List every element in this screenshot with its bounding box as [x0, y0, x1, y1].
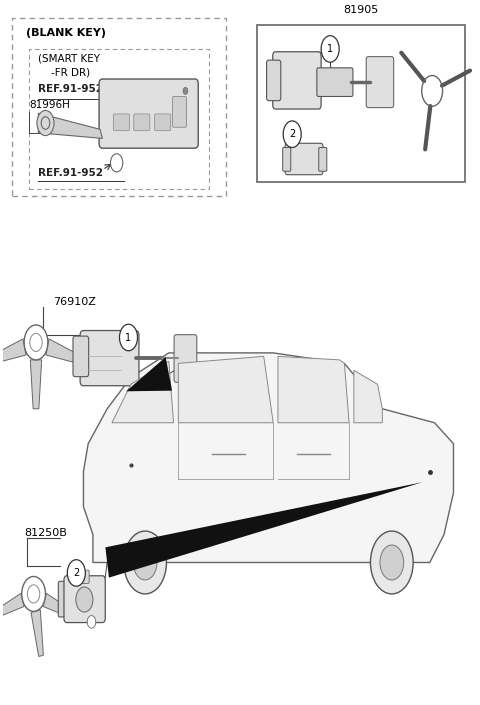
- Circle shape: [67, 560, 85, 587]
- Text: 2: 2: [289, 129, 295, 139]
- Polygon shape: [179, 357, 273, 423]
- Text: -FR DR): -FR DR): [38, 68, 91, 78]
- Circle shape: [110, 154, 123, 172]
- Circle shape: [87, 615, 96, 628]
- FancyBboxPatch shape: [73, 570, 89, 584]
- Polygon shape: [126, 357, 172, 391]
- Polygon shape: [0, 339, 26, 364]
- FancyBboxPatch shape: [317, 68, 353, 97]
- FancyBboxPatch shape: [134, 114, 150, 130]
- Polygon shape: [46, 339, 80, 364]
- Circle shape: [371, 531, 413, 594]
- Circle shape: [24, 325, 48, 360]
- Text: 2: 2: [73, 568, 80, 578]
- Text: 1: 1: [327, 44, 333, 54]
- Text: 81996H: 81996H: [29, 100, 70, 110]
- Text: 81250B: 81250B: [24, 528, 67, 538]
- Polygon shape: [30, 360, 42, 409]
- FancyBboxPatch shape: [58, 582, 70, 617]
- Polygon shape: [106, 482, 423, 577]
- Text: 81905: 81905: [343, 6, 379, 16]
- FancyBboxPatch shape: [285, 143, 323, 175]
- FancyBboxPatch shape: [99, 79, 198, 148]
- Bar: [257, 25, 466, 182]
- Polygon shape: [112, 361, 174, 423]
- Text: (SMART KEY: (SMART KEY: [38, 54, 100, 64]
- Text: REF.91-952: REF.91-952: [38, 84, 103, 94]
- Circle shape: [37, 111, 54, 135]
- Circle shape: [380, 545, 404, 580]
- Polygon shape: [38, 114, 102, 138]
- Bar: [12, 18, 226, 196]
- FancyBboxPatch shape: [64, 576, 105, 623]
- Text: REF.91-952: REF.91-952: [38, 168, 103, 178]
- FancyBboxPatch shape: [273, 51, 321, 109]
- Polygon shape: [0, 594, 24, 619]
- Text: 76910Z: 76910Z: [53, 298, 96, 307]
- FancyBboxPatch shape: [173, 97, 186, 127]
- Polygon shape: [84, 353, 454, 563]
- FancyBboxPatch shape: [266, 60, 281, 101]
- Circle shape: [22, 577, 46, 611]
- Text: (BLANK KEY): (BLANK KEY): [26, 28, 107, 38]
- FancyBboxPatch shape: [80, 331, 139, 386]
- FancyBboxPatch shape: [319, 147, 327, 171]
- FancyBboxPatch shape: [73, 336, 89, 376]
- Circle shape: [283, 121, 301, 147]
- FancyBboxPatch shape: [155, 114, 171, 130]
- Bar: [29, 49, 209, 189]
- Circle shape: [76, 587, 93, 612]
- Circle shape: [183, 87, 188, 94]
- Polygon shape: [354, 370, 383, 423]
- FancyBboxPatch shape: [366, 56, 394, 108]
- FancyBboxPatch shape: [174, 335, 197, 382]
- Polygon shape: [278, 357, 349, 423]
- Polygon shape: [43, 594, 74, 619]
- FancyBboxPatch shape: [113, 114, 130, 130]
- Polygon shape: [31, 610, 43, 656]
- Circle shape: [120, 324, 138, 351]
- Text: 1: 1: [125, 333, 132, 343]
- Circle shape: [321, 36, 339, 62]
- FancyBboxPatch shape: [283, 147, 291, 171]
- Circle shape: [133, 545, 157, 580]
- Circle shape: [124, 531, 167, 594]
